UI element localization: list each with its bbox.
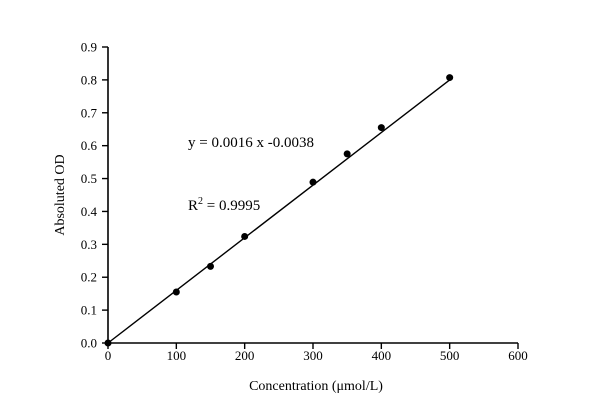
y-tick-label: 0.1: [81, 303, 97, 318]
y-tick-label: 0.4: [81, 204, 98, 219]
x-tick-label: 0: [105, 348, 112, 363]
y-tick-label: 0.0: [81, 336, 97, 351]
data-point-marker: [172, 288, 180, 296]
x-tick-label: 200: [235, 348, 255, 363]
y-tick-label: 0.5: [81, 171, 97, 186]
y-axis-title: Absoluted OD: [53, 154, 68, 235]
x-tick-label: 600: [508, 348, 528, 363]
x-tick-label: 500: [440, 348, 460, 363]
y-tick-label: 0.2: [81, 270, 97, 285]
fit-equation-annotation: y = 0.0016 x -0.0038 R2 = 0.9995: [188, 91, 314, 259]
x-tick-label: 100: [167, 348, 187, 363]
x-tick-label: 300: [303, 348, 323, 363]
data-point-marker: [446, 74, 454, 82]
y-tick-label: 0.9: [81, 40, 97, 55]
x-axis-title: Concentration (μmol/L): [249, 379, 383, 394]
r-squared-base: R: [188, 198, 199, 214]
y-tick-label: 0.3: [81, 237, 97, 252]
y-tick-label: 0.7: [81, 105, 98, 120]
data-point-marker: [104, 339, 112, 347]
r-squared-value: = 0.9995: [203, 198, 261, 214]
y-tick-label: 0.8: [81, 72, 97, 87]
r-squared-superscript: 2: [198, 196, 204, 207]
y-tick-label: 0.6: [81, 138, 98, 153]
data-point-marker: [309, 178, 317, 186]
data-point-marker: [343, 150, 351, 158]
data-point-marker: [377, 124, 385, 132]
data-point-marker: [207, 262, 214, 270]
fit-equation-text: y = 0.0016 x -0.0038: [188, 135, 314, 151]
x-tick-label: 400: [372, 348, 392, 363]
trend-line: [107, 79, 451, 344]
r-squared-text: R2 = 0.9995: [188, 196, 314, 217]
data-point-marker: [241, 232, 249, 240]
